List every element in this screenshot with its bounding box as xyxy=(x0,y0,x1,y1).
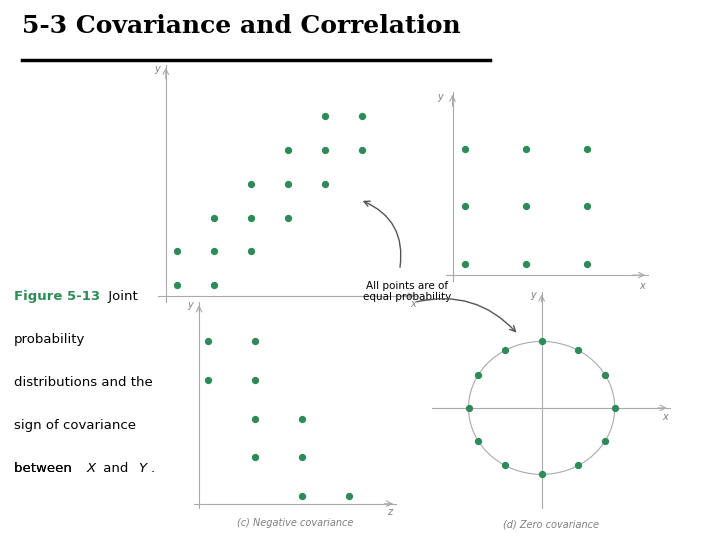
Point xyxy=(581,145,593,153)
Point xyxy=(520,202,531,211)
Point xyxy=(463,403,474,412)
Point xyxy=(520,145,531,153)
Text: .: . xyxy=(150,462,155,475)
Point xyxy=(246,179,257,188)
Point xyxy=(459,202,470,211)
Point xyxy=(297,491,308,500)
Point xyxy=(609,403,621,412)
Point xyxy=(356,111,368,120)
Point xyxy=(520,259,531,268)
Point xyxy=(319,145,330,154)
Text: (c) Negative covariance: (c) Negative covariance xyxy=(237,518,354,528)
Point xyxy=(472,437,484,445)
Text: x: x xyxy=(662,411,668,422)
Text: All points are of
equal probability: All points are of equal probability xyxy=(363,281,451,302)
Point xyxy=(208,213,220,222)
Point xyxy=(246,247,257,256)
Text: between: between xyxy=(14,462,76,475)
Point xyxy=(572,461,584,470)
Point xyxy=(171,281,183,290)
Point xyxy=(171,247,183,256)
Point xyxy=(250,337,261,346)
Point xyxy=(459,145,470,153)
Point xyxy=(319,111,330,120)
Text: Figure 5-13: Figure 5-13 xyxy=(14,290,100,303)
Text: Y: Y xyxy=(138,462,147,475)
Text: (a) Positive covariance: (a) Positive covariance xyxy=(233,311,343,321)
Text: between: between xyxy=(14,462,76,475)
Text: (d) Zero covariance: (d) Zero covariance xyxy=(503,519,599,529)
Point xyxy=(581,202,593,211)
Point xyxy=(343,491,355,500)
Point xyxy=(536,337,547,346)
Point xyxy=(319,179,330,188)
Point xyxy=(599,437,611,445)
Point xyxy=(297,414,308,423)
Text: z: z xyxy=(387,508,392,517)
Text: and: and xyxy=(99,462,132,475)
Text: (b) Zero covariance: (b) Zero covariance xyxy=(499,292,595,302)
Point xyxy=(208,281,220,290)
Point xyxy=(250,453,261,462)
Point xyxy=(459,259,470,268)
Text: sign of covariance: sign of covariance xyxy=(14,419,136,432)
Point xyxy=(208,247,220,256)
Point xyxy=(572,346,584,355)
Point xyxy=(282,145,294,154)
Point xyxy=(356,145,368,154)
Text: y: y xyxy=(531,290,536,300)
Point xyxy=(581,259,593,268)
Text: y: y xyxy=(155,64,161,73)
Point xyxy=(500,461,511,470)
Point xyxy=(203,375,215,384)
Point xyxy=(246,213,257,222)
Text: x: x xyxy=(410,300,416,309)
Point xyxy=(472,370,484,379)
Point xyxy=(297,453,308,462)
Point xyxy=(250,414,261,423)
Text: Joint: Joint xyxy=(104,290,138,303)
Text: 5-3 Covariance and Correlation: 5-3 Covariance and Correlation xyxy=(22,14,460,38)
Text: distributions and the: distributions and the xyxy=(14,376,153,389)
Point xyxy=(282,213,294,222)
Text: X: X xyxy=(86,462,96,475)
Text: probability: probability xyxy=(14,333,86,346)
Point xyxy=(250,375,261,384)
Point xyxy=(500,346,511,355)
Point xyxy=(599,370,611,379)
Text: y: y xyxy=(187,300,193,310)
Text: x: x xyxy=(639,281,644,292)
Text: y: y xyxy=(437,92,443,103)
Point xyxy=(536,470,547,478)
Point xyxy=(282,179,294,188)
Point xyxy=(203,337,215,346)
